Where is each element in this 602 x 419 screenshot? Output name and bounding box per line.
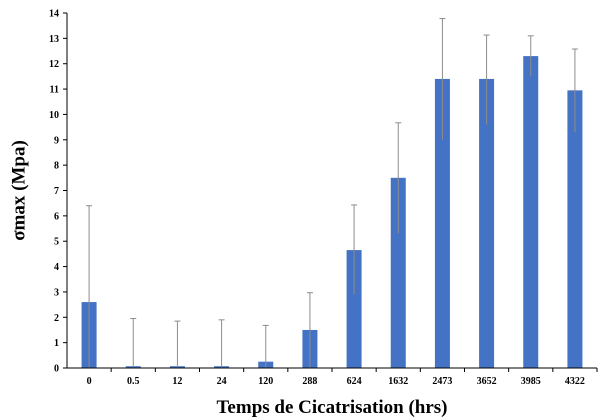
y-tick-label: 4 <box>54 262 59 273</box>
bar <box>390 177 406 368</box>
y-tick-label: 10 <box>49 110 59 121</box>
y-tick-label: 6 <box>54 211 59 222</box>
y-tick-label: 1 <box>54 338 59 349</box>
bar <box>479 78 495 368</box>
y-tick-label: 11 <box>50 85 59 96</box>
y-tick-label: 12 <box>49 59 59 70</box>
error-bars <box>86 18 578 368</box>
y-axis-title: σmax (Mpa) <box>8 140 29 241</box>
bar-series <box>81 56 583 368</box>
x-axis-ticks: 0 0.5 12 24 120 288 624 1632 2473 3652 3985 4322 <box>87 368 598 387</box>
bar <box>434 78 450 368</box>
x-axis-title: Temps de Cicatrisation (hrs) <box>217 397 448 418</box>
x-tick-label: 3985 <box>521 376 541 387</box>
x-tick-label: 0 <box>87 376 92 387</box>
x-tick-label: 1632 <box>388 376 408 387</box>
x-tick-label: 120 <box>258 376 273 387</box>
x-tick-label: 0.5 <box>127 376 140 387</box>
y-tick-label: 14 <box>49 9 59 20</box>
y-tick-label: 5 <box>54 237 59 248</box>
y-tick-label: 8 <box>54 161 59 172</box>
bar <box>523 56 539 368</box>
y-tick-label: 9 <box>54 135 59 146</box>
x-tick-label: 24 <box>217 376 227 387</box>
y-tick-label: 2 <box>54 313 59 324</box>
bar <box>567 90 583 368</box>
y-tick-label: 3 <box>54 287 59 298</box>
y-tick-label: 13 <box>49 34 59 45</box>
x-tick-label: 12 <box>172 376 182 387</box>
y-tick-label: 0 <box>54 364 59 375</box>
y-tick-label: 7 <box>54 186 59 197</box>
x-tick-label: 288 <box>302 376 317 387</box>
x-tick-label: 3652 <box>477 376 497 387</box>
x-tick-label: 4322 <box>565 376 585 387</box>
bar <box>346 250 362 368</box>
x-tick-label: 2473 <box>432 376 452 387</box>
x-tick-label: 624 <box>347 376 362 387</box>
